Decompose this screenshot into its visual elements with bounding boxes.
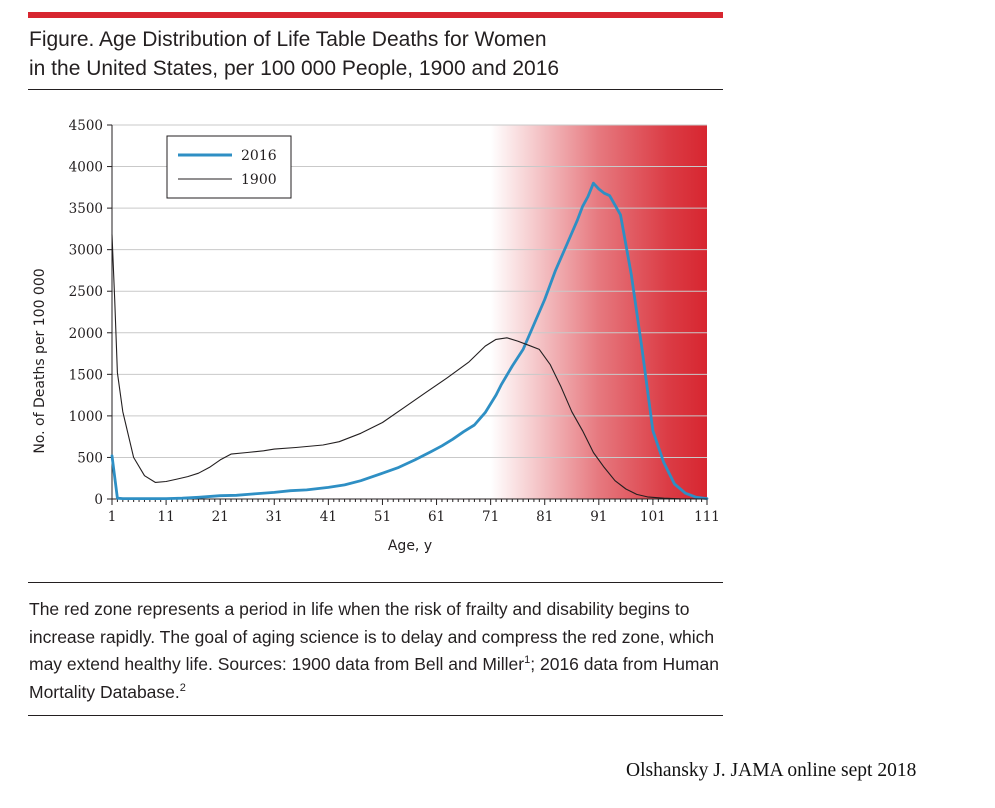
x-tick-label: 91: [590, 509, 607, 525]
x-tick-label: 11: [157, 509, 174, 525]
x-tick-label: 101: [640, 509, 666, 525]
x-tick-label: 31: [266, 509, 283, 525]
y-tick-label: 500: [77, 450, 103, 466]
red-zone-band: [490, 125, 707, 499]
legend-box: [166, 135, 292, 199]
y-tick-label: 4500: [69, 118, 103, 134]
x-tick-label: 51: [374, 509, 391, 525]
caption-text: The red zone represents a period in life…: [29, 599, 715, 674]
figure-caption: The red zone represents a period in life…: [29, 596, 719, 706]
series-line-1900: [111, 234, 708, 500]
legend: 2016 1900: [166, 135, 292, 199]
x-axis-label: Age, y: [388, 538, 432, 554]
y-tick-label: 3500: [69, 201, 103, 217]
caption-reference-2: 2: [179, 681, 186, 694]
x-tick-label: 81: [536, 509, 553, 525]
y-tick-label: 2500: [69, 284, 103, 300]
x-tick-label: 71: [482, 509, 499, 525]
caption-text-continued: ; 2016 data from Human Mortality Databas…: [29, 654, 719, 702]
y-axis-label: No. of Deaths per 100 000: [32, 268, 48, 453]
series-line-2016: [110, 181, 709, 500]
x-tick-label: 61: [428, 509, 445, 525]
figure-title-line-1: Figure. Age Distribution of Life Table D…: [29, 28, 547, 51]
y-tick-label: 3000: [69, 243, 103, 259]
legend-label-2016: 2016: [241, 148, 277, 164]
x-tick-label: 21: [212, 509, 229, 525]
x-tick-label: 41: [320, 509, 337, 525]
y-tick-label: 1500: [69, 367, 103, 383]
top-accent-rule: [28, 12, 723, 18]
source-credit: Olshansky J. JAMA online sept 2018: [626, 760, 917, 781]
legend-label-1900: 1900: [241, 172, 277, 188]
y-tick-label: 2000: [69, 326, 103, 342]
y-tick-label: 4000: [69, 160, 103, 176]
x-tick-label: 1: [108, 509, 117, 525]
y-tick-label: 1000: [69, 409, 103, 425]
title-divider: [28, 89, 723, 90]
y-tick-label: 0: [94, 492, 103, 508]
figure-title: Figure. Age Distribution of Life Table D…: [29, 25, 719, 83]
caption-reference-1: 1: [524, 654, 531, 667]
caption-top-divider: [28, 582, 723, 583]
figure-title-line-2: in the United States, per 100 000 People…: [29, 57, 560, 80]
x-tick-label: 111: [694, 509, 720, 525]
caption-bottom-divider: [28, 715, 723, 716]
